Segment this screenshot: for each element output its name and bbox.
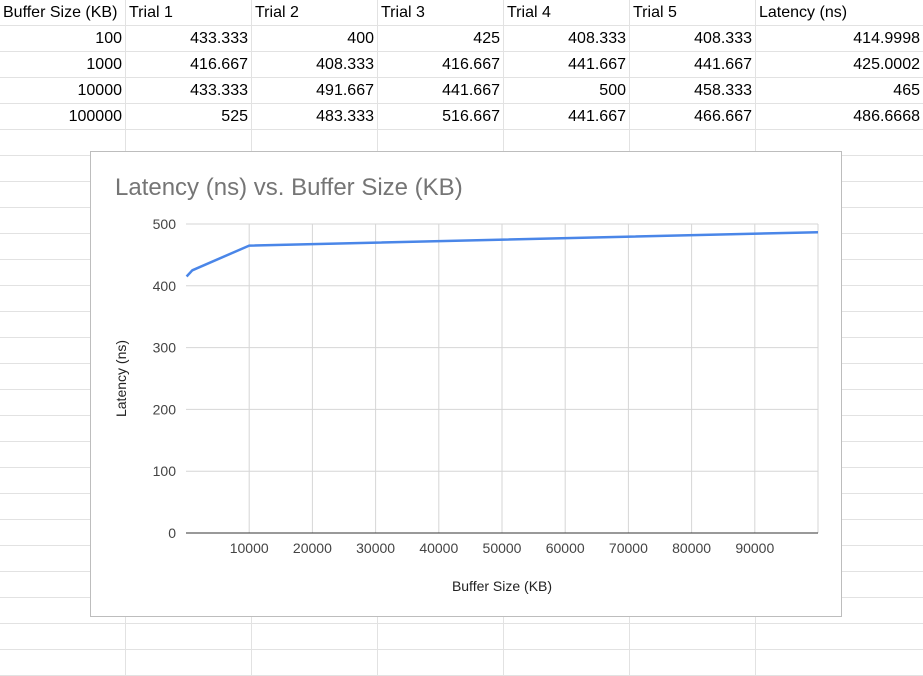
header-cell[interactable]: Buffer Size (KB)	[0, 0, 126, 26]
y-tick-label: 400	[153, 278, 177, 294]
header-cell[interactable]: Trial 2	[252, 0, 378, 26]
empty-cell[interactable]	[504, 624, 630, 650]
x-tick-label: 40000	[419, 540, 458, 556]
empty-cell[interactable]	[630, 650, 756, 676]
x-tick-label: 20000	[293, 540, 332, 556]
header-row[interactable]: Buffer Size (KB) Trial 1 Trial 2 Trial 3 Tri…	[0, 0, 923, 26]
empty-cell[interactable]	[126, 624, 252, 650]
chart-plot-area: 0 100 200 300 400 500 10000 20000 30000 40000 5000…	[113, 216, 819, 594]
x-axis-title: Buffer Size (KB)	[452, 578, 552, 594]
y-tick-label: 500	[153, 216, 177, 232]
table-cell[interactable]: 525	[126, 104, 252, 130]
table-row[interactable]: 100 433.333 400 425 408.333 408.333 414.9998	[0, 26, 923, 52]
y-tick-label: 100	[153, 463, 177, 479]
table-cell[interactable]: 441.667	[504, 52, 630, 78]
table-cell[interactable]: 408.333	[630, 26, 756, 52]
empty-cell[interactable]	[378, 624, 504, 650]
table-cell[interactable]: 425.0002	[853, 56, 920, 73]
chart-title: Latency (ns) vs. Buffer Size (KB)	[115, 174, 463, 201]
x-tick-label: 60000	[546, 540, 585, 556]
table-cell[interactable]: 465	[893, 82, 920, 99]
table-cell[interactable]: 400	[252, 26, 378, 52]
empty-cell[interactable]	[630, 130, 756, 156]
empty-cell[interactable]	[0, 650, 126, 676]
header-cell[interactable]: Trial 4	[504, 0, 630, 26]
empty-row[interactable]	[0, 650, 923, 676]
x-tick-label: 80000	[672, 540, 711, 556]
table-row[interactable]: 1000 416.667 408.333 416.667 441.667 441.667 4…	[0, 52, 923, 78]
empty-cell[interactable]	[378, 650, 504, 676]
empty-cell[interactable]	[504, 130, 630, 156]
empty-row[interactable]	[0, 624, 923, 650]
table-cell[interactable]: 433.333	[126, 78, 252, 104]
empty-cell[interactable]	[252, 650, 378, 676]
empty-cell[interactable]	[126, 130, 252, 156]
empty-cell[interactable]	[0, 624, 126, 650]
table-row[interactable]: 100000 525 483.333 516.667 441.667 466.667 486…	[0, 104, 923, 130]
header-cell[interactable]: Latency (ns)	[759, 4, 848, 21]
table-cell[interactable]: 441.667	[630, 52, 756, 78]
y-tick-label: 300	[153, 340, 177, 356]
x-tick-label: 70000	[609, 540, 648, 556]
table-cell[interactable]: 408.333	[252, 52, 378, 78]
table-cell[interactable]: 10000	[0, 78, 126, 104]
table-cell[interactable]: 441.667	[504, 104, 630, 130]
empty-cell[interactable]	[756, 624, 923, 650]
header-cell[interactable]: Trial 3	[378, 0, 504, 26]
table-cell[interactable]: 416.667	[126, 52, 252, 78]
x-tick-label: 90000	[735, 540, 774, 556]
y-axis-title: Latency (ns)	[113, 340, 129, 417]
series-line	[185, 230, 819, 278]
x-tick-label: 50000	[483, 540, 522, 556]
table-cell[interactable]: 100	[0, 26, 126, 52]
empty-cell[interactable]	[252, 130, 378, 156]
table-cell[interactable]: 425	[378, 26, 504, 52]
empty-cell[interactable]	[756, 650, 923, 676]
y-tick-label: 0	[168, 525, 176, 541]
empty-cell[interactable]	[630, 624, 756, 650]
table-cell[interactable]: 483.333	[252, 104, 378, 130]
x-tick-label: 10000	[230, 540, 269, 556]
table-cell[interactable]: 416.667	[378, 52, 504, 78]
table-cell[interactable]: 458.333	[630, 78, 756, 104]
table-cell[interactable]: 486.6668	[853, 108, 920, 125]
y-tick-label: 200	[153, 401, 177, 417]
empty-cell[interactable]	[378, 130, 504, 156]
table-cell[interactable]: 100000	[0, 104, 126, 130]
table-cell[interactable]: 414.9998	[853, 30, 920, 47]
empty-cell[interactable]	[252, 624, 378, 650]
empty-cell[interactable]	[126, 650, 252, 676]
table-cell[interactable]: 441.667	[378, 78, 504, 104]
x-tick-label: 30000	[356, 540, 395, 556]
table-cell[interactable]: 1000	[0, 52, 126, 78]
table-cell[interactable]: 516.667	[378, 104, 504, 130]
header-cell[interactable]: Trial 5	[630, 0, 756, 26]
table-cell[interactable]: 491.667	[252, 78, 378, 104]
table-row[interactable]: 10000 433.333 491.667 441.667 500 458.333 465	[0, 78, 923, 104]
empty-cell[interactable]	[504, 650, 630, 676]
table-cell[interactable]: 433.333	[126, 26, 252, 52]
table-cell[interactable]: 500	[504, 78, 630, 104]
table-cell[interactable]: 408.333	[504, 26, 630, 52]
header-cell[interactable]: Trial 1	[126, 0, 252, 26]
empty-cell[interactable]	[0, 130, 126, 156]
table-cell[interactable]: 466.667	[630, 104, 756, 130]
latency-chart[interactable]: Latency (ns) vs. Buffer Size (KB) 0 100 20…	[90, 151, 842, 617]
